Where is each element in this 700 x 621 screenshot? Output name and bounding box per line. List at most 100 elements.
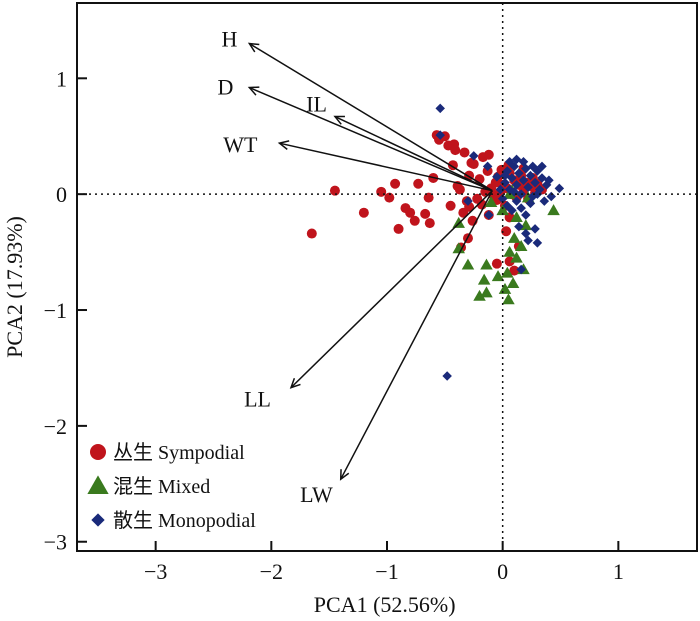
- data-point-triangle: [461, 258, 475, 270]
- legend-label: 混生 Mixed: [113, 475, 210, 498]
- x-tick-label: −2: [260, 559, 283, 584]
- series-diamond: [435, 103, 565, 381]
- loading-il: IL: [306, 92, 493, 192]
- x-tick-label: −1: [375, 559, 398, 584]
- data-point-diamond: [521, 210, 531, 220]
- data-point-diamond: [527, 161, 538, 172]
- x-tick-label: 0: [497, 559, 508, 584]
- data-point-circle: [423, 192, 434, 203]
- legend-label: 丛生 Sympodial: [113, 441, 245, 464]
- data-point-circle: [376, 186, 387, 197]
- data-point-triangle: [480, 258, 493, 270]
- legend-label: 散生 Monopodial: [113, 509, 256, 532]
- data-point-circle: [504, 256, 515, 267]
- reference-lines: [77, 3, 697, 551]
- y-tick-label: −2: [44, 414, 67, 439]
- data-point-circle: [413, 178, 424, 189]
- x-tick-label: 1: [613, 559, 624, 584]
- arrowhead-icon: [289, 377, 301, 389]
- data-point-diamond: [507, 205, 517, 216]
- data-point-circle: [501, 226, 512, 237]
- data-point-diamond: [530, 224, 540, 234]
- arrowhead-icon: [339, 469, 350, 481]
- data-point-diamond: [554, 183, 565, 194]
- data-point-circle: [306, 228, 317, 239]
- loading-label: LW: [300, 482, 333, 507]
- data-point-circle: [459, 147, 470, 158]
- data-point-triangle: [547, 204, 560, 216]
- data-point-circle: [420, 208, 431, 219]
- data-point-diamond: [539, 196, 550, 206]
- data-point-diamond: [463, 196, 473, 206]
- loading-wt: WT: [223, 132, 493, 192]
- data-point-diamond: [482, 161, 493, 172]
- legend-marker-triangle: [87, 475, 109, 494]
- data-point-circle: [405, 207, 416, 218]
- data-point-diamond: [532, 238, 543, 248]
- data-point-triangle: [452, 242, 465, 254]
- y-tick-label: 1: [56, 66, 67, 91]
- arrowhead-icon: [247, 42, 260, 53]
- data-point-diamond: [514, 168, 524, 179]
- data-point-diamond: [532, 189, 543, 199]
- legend: 丛生 Sympodial 混生 Mixed 散生 Monopodial: [87, 441, 256, 532]
- data-point-diamond: [492, 172, 502, 182]
- y-tick-label: −3: [44, 530, 67, 555]
- loading-h: H: [221, 27, 493, 192]
- loading-arrow-line: [249, 86, 493, 192]
- legend-item-triangle: 混生 Mixed: [87, 475, 210, 498]
- loading-ll: LL: [244, 190, 493, 412]
- data-point-triangle: [484, 196, 498, 207]
- data-point-circle: [393, 223, 404, 234]
- data-point-diamond: [518, 175, 529, 186]
- legend-item-circle: 丛生 Sympodial: [90, 441, 245, 464]
- loading-arrow-line: [290, 190, 493, 389]
- data-point-triangle: [491, 270, 505, 282]
- loading-label: WT: [223, 132, 258, 157]
- loading-d: D: [217, 75, 493, 192]
- data-point-triangle: [480, 286, 493, 298]
- data-point-diamond: [495, 184, 506, 195]
- x-axis-title: PCA1 (52.56%): [314, 592, 456, 617]
- data-point-circle: [454, 184, 465, 195]
- loading-lw: LW: [300, 190, 493, 507]
- data-point-triangle: [507, 231, 521, 243]
- data-point-diamond: [484, 210, 494, 220]
- legend-marker-circle: [90, 444, 106, 460]
- data-point-circle: [468, 159, 479, 170]
- data-point-triangle: [498, 282, 512, 294]
- data-point-diamond: [469, 151, 479, 161]
- data-point-triangle: [510, 211, 523, 223]
- loading-arrow-line: [248, 42, 493, 192]
- loading-arrow-line: [279, 142, 493, 192]
- legend-item-diamond: 散生 Monopodial: [91, 509, 256, 532]
- data-point-diamond: [523, 235, 533, 246]
- data-point-diamond: [544, 175, 554, 186]
- plot-frame: [76, 2, 698, 552]
- data-point-circle: [483, 149, 494, 160]
- data-point-circle: [509, 265, 520, 276]
- data-point-diamond: [537, 161, 547, 172]
- data-point-triangle: [473, 289, 486, 301]
- data-point-diamond: [546, 191, 557, 202]
- loading-label: H: [221, 27, 237, 52]
- data-point-diamond: [525, 198, 536, 209]
- data-point-circle: [450, 145, 461, 156]
- data-point-triangle: [501, 266, 514, 278]
- data-point-circle: [358, 207, 369, 218]
- data-point-circle: [445, 200, 456, 211]
- data-point-triangle: [452, 216, 465, 228]
- data-point-triangle: [506, 277, 520, 289]
- data-point-diamond: [514, 221, 524, 232]
- loading-arrows: HD IL WT LL LW: [217, 27, 493, 507]
- data-point-diamond: [511, 154, 522, 165]
- data-point-triangle: [503, 245, 516, 257]
- data-point-circle: [409, 215, 420, 226]
- data-point-circle: [390, 178, 401, 189]
- data-point-diamond: [523, 182, 533, 192]
- x-tick-label: −3: [144, 559, 167, 584]
- data-point-diamond: [525, 170, 536, 181]
- data-point-circle: [424, 218, 435, 229]
- data-point-triangle: [496, 204, 509, 216]
